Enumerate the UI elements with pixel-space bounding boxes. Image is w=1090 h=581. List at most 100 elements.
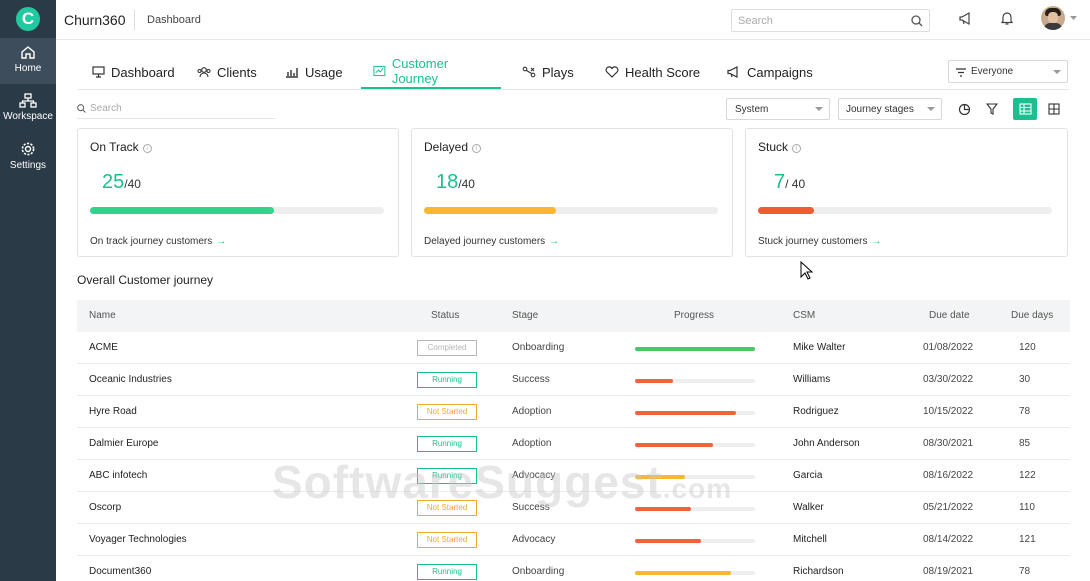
table-row[interactable]: Dalmier Europe Running Adoption John Anders…: [77, 428, 1070, 460]
status-badge: Completed: [417, 340, 477, 356]
journey-table: Name Status Stage Progress CSM Due date …: [77, 300, 1070, 581]
row-name[interactable]: Dalmier Europe: [89, 438, 159, 449]
sidebar-item-home[interactable]: Home: [0, 38, 56, 84]
list-view-button[interactable]: [1013, 98, 1037, 120]
info-icon[interactable]: i: [472, 144, 482, 153]
card-value: 7/ 40: [774, 171, 806, 193]
pie-chart-button[interactable]: [952, 98, 976, 120]
tab-plays[interactable]: Plays: [510, 55, 586, 89]
row-progress-fill: [635, 507, 692, 511]
table-row[interactable]: ABC infotech Running Advocacy Garcia 08/16/2…: [77, 460, 1070, 492]
card-progress-track: [758, 207, 1052, 214]
header-stage[interactable]: Stage: [512, 310, 539, 321]
tab-customer-journey[interactable]: Customer Journey: [361, 55, 501, 89]
info-icon[interactable]: i: [792, 144, 802, 153]
tab-clients[interactable]: Clients: [185, 55, 269, 89]
row-name[interactable]: Voyager Technologies: [89, 534, 187, 545]
card-delayed: Delayed i 18/40 Delayed journey customers…: [411, 128, 733, 257]
card-progress-track: [424, 207, 718, 214]
row-name[interactable]: ABC infotech: [89, 470, 148, 481]
audience-select[interactable]: Everyone: [948, 60, 1068, 83]
bell-icon[interactable]: [1000, 11, 1014, 26]
filter-icon: [986, 103, 998, 115]
filter-button[interactable]: [980, 98, 1004, 120]
header-status[interactable]: Status: [431, 310, 460, 321]
row-name[interactable]: ACME: [89, 342, 118, 353]
arrow-right-icon: →: [871, 236, 882, 247]
sidebar-item-workspace[interactable]: Workspace: [0, 90, 56, 130]
table-row[interactable]: Document360 Running Onboarding Richardson 08…: [77, 556, 1070, 581]
card-link[interactable]: Stuck journey customers →: [758, 236, 882, 247]
row-progress-track: [635, 507, 755, 511]
row-progress-fill: [635, 379, 674, 383]
search-icon: [911, 15, 923, 27]
tab-dashboard[interactable]: Dashboard: [80, 55, 187, 89]
header-progress[interactable]: Progress: [674, 310, 715, 321]
status-badge: Running: [417, 436, 477, 452]
row-stage: Success: [512, 374, 550, 385]
row-due-days: 78: [1019, 406, 1031, 417]
row-name[interactable]: Oceanic Industries: [89, 374, 172, 385]
card-value: 18/40: [436, 171, 475, 193]
card-title: On Track i: [90, 140, 152, 154]
logo-mark: C: [16, 7, 40, 31]
global-search-input[interactable]: Search: [731, 9, 930, 32]
card-title: Stuck i: [758, 140, 802, 154]
journey-stages-select[interactable]: Journey stages: [838, 98, 942, 120]
info-icon[interactable]: i: [142, 144, 152, 153]
system-select[interactable]: System: [726, 98, 830, 120]
table-row[interactable]: ACME Completed Onboarding Mike Walter 01/08/…: [77, 332, 1070, 364]
row-name[interactable]: Oscorp: [89, 502, 122, 513]
row-name[interactable]: Hyre Road: [89, 406, 137, 417]
search-placeholder: Search: [738, 15, 773, 27]
chevron-down-icon[interactable]: [1070, 16, 1077, 21]
row-name[interactable]: Document360: [89, 566, 152, 577]
chevron-down-icon: [927, 107, 935, 111]
avatar[interactable]: [1041, 6, 1065, 30]
row-due-days: 122: [1019, 470, 1036, 481]
tab-usage[interactable]: Usage: [273, 55, 355, 89]
row-stage: Advocacy: [512, 534, 556, 545]
status-badge: Running: [417, 564, 477, 580]
row-progress-fill: [635, 475, 686, 479]
header-name[interactable]: Name: [89, 310, 116, 321]
card-link[interactable]: Delayed journey customers →: [424, 236, 560, 247]
row-progress-track: [635, 443, 755, 447]
row-progress-track: [635, 475, 755, 479]
tab-campaigns[interactable]: Campaigns: [715, 55, 825, 89]
card-link[interactable]: On track journey customers →: [90, 236, 227, 247]
row-stage: Adoption: [512, 438, 552, 449]
status-badge: Not Started: [417, 500, 477, 516]
row-csm: John Anderson: [793, 438, 860, 449]
main-tabs: Dashboard Clients Usage Customer Journey…: [78, 55, 1069, 90]
tab-health-score[interactable]: Health Score: [593, 55, 712, 89]
header-due-date[interactable]: Due date: [929, 310, 970, 321]
row-progress-track: [635, 539, 755, 543]
sidebar-item-settings[interactable]: Settings: [0, 139, 56, 179]
table-row[interactable]: Hyre Road Not Started Adoption Rodriguez 10/…: [77, 396, 1070, 428]
table-row[interactable]: Oceanic Industries Running Success Williams…: [77, 364, 1070, 396]
arrow-right-icon: →: [216, 236, 227, 247]
card-progress-fill: [758, 207, 814, 214]
header-csm[interactable]: CSM: [793, 310, 816, 321]
grid-view-button[interactable]: [1042, 98, 1066, 120]
table-search-input[interactable]: Search: [77, 101, 276, 119]
row-csm: Garcia: [793, 470, 823, 481]
card-value: 25/40: [102, 171, 141, 193]
app-logo[interactable]: C: [0, 0, 56, 38]
header-due-days[interactable]: Due days: [1011, 310, 1054, 321]
table-row[interactable]: Voyager Technologies Not Started Advocacy M…: [77, 524, 1070, 556]
row-csm: Richardson: [793, 566, 844, 577]
megaphone-icon[interactable]: [958, 11, 973, 26]
row-csm: Mitchell: [793, 534, 827, 545]
breadcrumb[interactable]: Dashboard: [147, 14, 201, 26]
row-progress-track: [635, 347, 755, 351]
tab-label: Campaigns: [747, 64, 813, 80]
status-badge: Not Started: [417, 404, 477, 420]
table-header: Name Status Stage Progress CSM Due date …: [77, 300, 1070, 332]
tab-label: Usage: [305, 64, 343, 80]
status-badge: Not Started: [417, 532, 477, 548]
table-row[interactable]: Oscorp Not Started Success Walker 05/21/2022…: [77, 492, 1070, 524]
row-due-date: 03/30/2022: [923, 374, 974, 385]
